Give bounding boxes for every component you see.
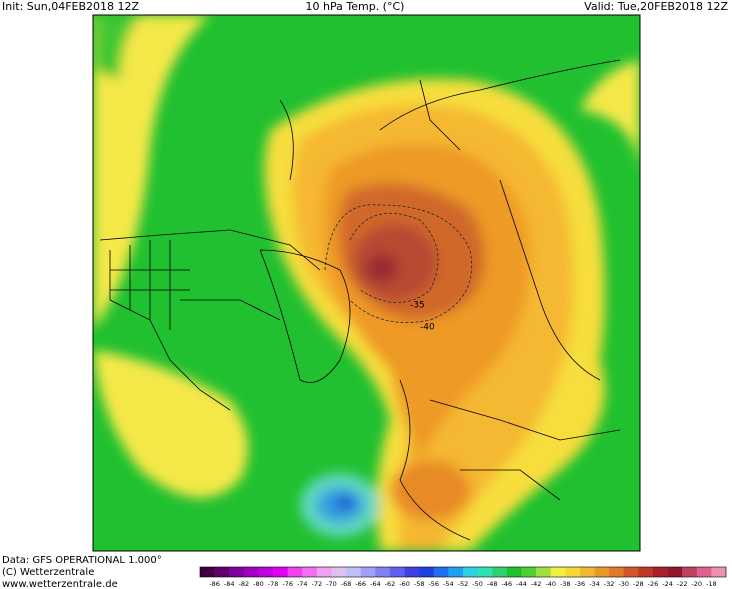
colorbar-label: -54: [443, 580, 454, 588]
color-swatch: [404, 567, 420, 577]
temperature-field: [93, 15, 640, 551]
colorbar-label: -58: [414, 580, 425, 588]
colorbar-label: -26: [648, 580, 659, 588]
colorbar-label: -36: [575, 580, 586, 588]
color-swatch: [258, 567, 274, 577]
color-swatch: [565, 567, 581, 577]
colorbar-label: -30: [618, 580, 629, 588]
color-swatch: [229, 567, 245, 577]
color-swatch: [243, 567, 259, 577]
map-frame: [92, 14, 641, 552]
colorbar-label: -44: [516, 580, 527, 588]
color-swatch: [389, 567, 405, 577]
colorbar-label: -78: [268, 580, 279, 588]
color-swatch: [375, 567, 391, 577]
data-source: Data: GFS OPERATIONAL 1.000°: [2, 555, 162, 566]
color-swatch: [273, 567, 288, 577]
color-swatch: [638, 567, 654, 577]
colorbar-label: -80: [253, 580, 264, 588]
website: www.wetterzentrale.de: [2, 579, 118, 589]
color-swatch: [521, 567, 537, 577]
colorbar-label: -52: [458, 580, 469, 588]
color-swatch: [287, 567, 303, 577]
colorbar-label: -84: [224, 580, 235, 588]
colorbar-label: -86: [209, 580, 220, 588]
color-swatch: [433, 567, 449, 577]
contour-label: -40: [420, 323, 435, 333]
colorbar-label: -50: [472, 580, 483, 588]
colorbar-label: -56: [428, 580, 439, 588]
colorbar-label: -74: [297, 580, 308, 588]
colorbar-label: -38: [560, 580, 571, 588]
colorbar-label: -42: [531, 580, 542, 588]
color-swatch: [448, 567, 464, 577]
colorbar-label: -20: [691, 580, 702, 588]
colorbar-label: -46: [502, 580, 513, 588]
color-swatch: [214, 567, 230, 577]
colorbar-label: -32: [604, 580, 615, 588]
map-title: 10 hPa Temp. (°C): [306, 0, 405, 13]
colorbar-label: -34: [589, 580, 600, 588]
color-swatch: [360, 567, 376, 577]
colorbar-label: -76: [282, 580, 293, 588]
colorbar-label: -82: [239, 580, 250, 588]
color-swatch: [594, 567, 610, 577]
color-swatch: [419, 567, 435, 577]
color-swatch: [696, 567, 712, 577]
colorbar-label: -48: [487, 580, 498, 588]
color-swatch: [682, 567, 698, 577]
color-swatch: [316, 567, 332, 577]
color-swatch: [492, 567, 508, 577]
colorbar-label: -72: [312, 580, 323, 588]
colorbar-label: -60: [399, 580, 410, 588]
copyright: (C) Wetterzentrale: [2, 567, 94, 578]
color-swatch: [550, 567, 566, 577]
colorbar: -86 -84 -82 -80 -78 -76 -74 -72 -70 -68 -66 -64 -62-…: [199, 566, 727, 588]
colorbar-label: -66: [355, 580, 366, 588]
colorbar-label: -64: [370, 580, 381, 588]
color-swatch: [579, 567, 595, 577]
contour-label: -35: [410, 301, 425, 311]
colorbar-label: -28: [633, 580, 644, 588]
colorbar-label: -40: [545, 580, 556, 588]
color-swatch: [623, 567, 639, 577]
colorbar-label: -62: [385, 580, 396, 588]
init-time: Init: Sun,04FEB2018 12Z: [2, 0, 140, 13]
color-swatch: [200, 567, 215, 577]
colorbar-frame: [199, 566, 727, 578]
color-swatch: [711, 567, 727, 577]
colorbar-label: -70: [326, 580, 337, 588]
color-swatch: [506, 567, 522, 577]
color-swatch: [331, 567, 347, 577]
color-swatch: [667, 567, 683, 577]
color-swatch: [536, 567, 551, 577]
color-swatch: [302, 567, 318, 577]
valid-time: Valid: Tue,20FEB2018 12Z: [584, 0, 728, 13]
color-swatch: [463, 567, 478, 577]
color-swatch: [346, 567, 362, 577]
color-swatch: [652, 567, 668, 577]
colorbar-label: -68: [341, 580, 352, 588]
color-swatch: [609, 567, 625, 577]
colorbar-label: -18: [706, 580, 717, 588]
color-swatch: [477, 567, 493, 577]
colorbar-label: -22: [677, 580, 688, 588]
colorbar-label: -24: [662, 580, 673, 588]
